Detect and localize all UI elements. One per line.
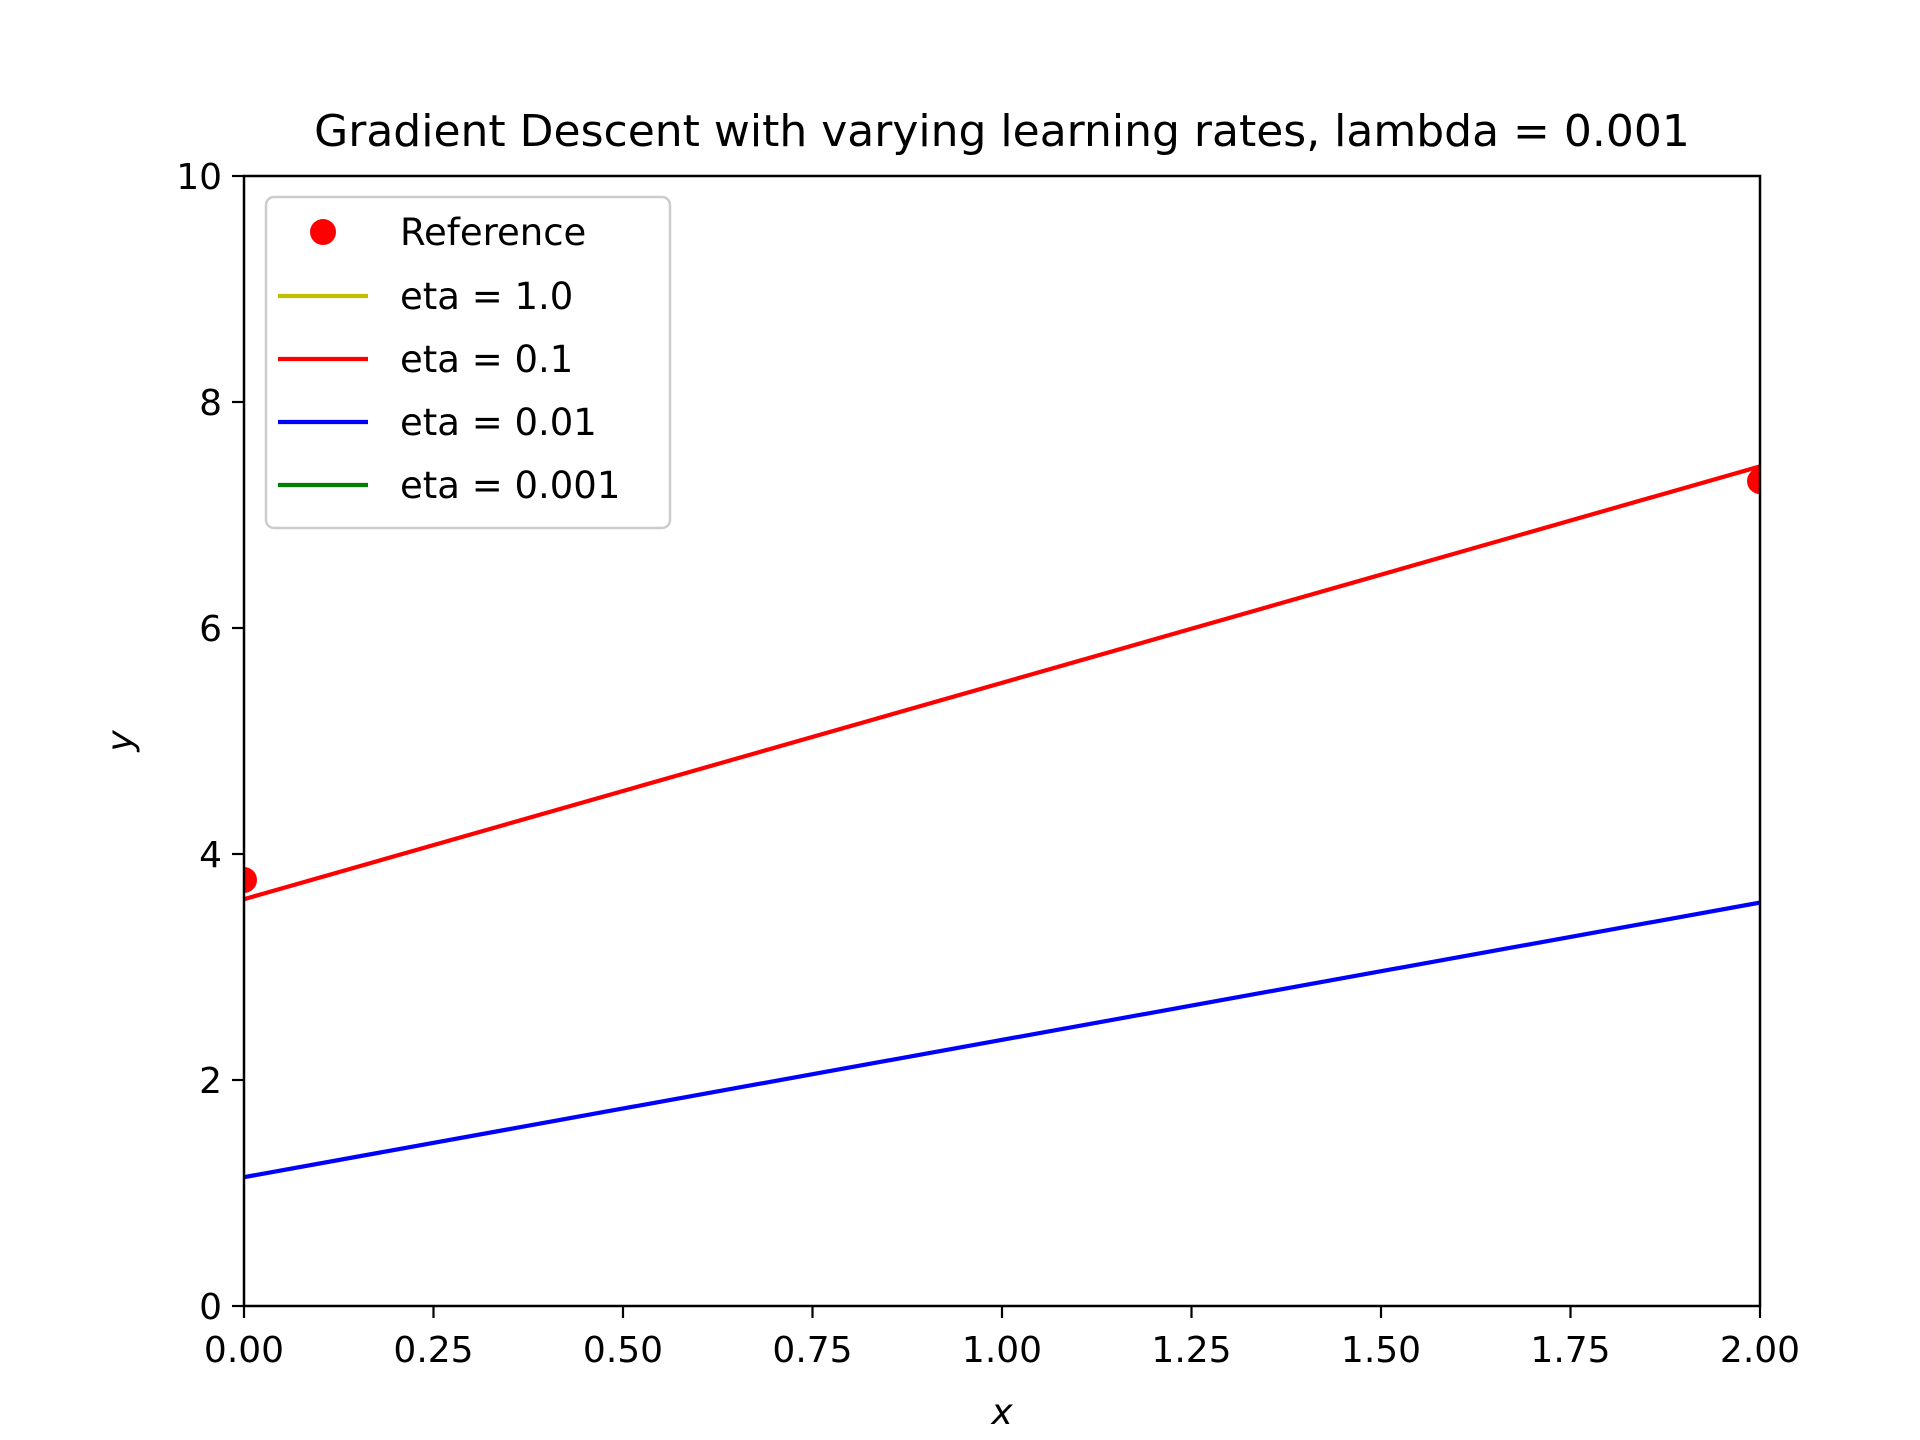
legend-box	[264, 195, 672, 530]
x-tick-label: 2.00	[1720, 1330, 1800, 1371]
x-tick-label: 0.00	[204, 1330, 284, 1371]
series-layer	[244, 464, 1760, 1180]
series-line-1	[244, 464, 1760, 902]
legend-label-reference: Reference	[400, 211, 586, 254]
legend-marker-reference	[310, 219, 336, 245]
marker-layer	[244, 468, 1760, 893]
chart-title: Gradient Descent with varying learning r…	[314, 106, 1690, 157]
y-axis-title: y	[100, 730, 141, 753]
x-tick-label: 0.50	[583, 1330, 663, 1371]
y-axis: 0 2 4 6 8 10	[176, 157, 244, 1328]
y-tick-label: 2	[199, 1061, 222, 1102]
y-tick-label: 6	[199, 609, 222, 650]
y-tick-label: 10	[176, 157, 222, 198]
reference-point	[1747, 468, 1760, 495]
x-tick-label: 1.25	[1151, 1330, 1231, 1371]
x-axis: 0.00 0.25 0.50 0.75 1.00 1.25 1.50 1.75 2.00	[204, 1306, 1800, 1371]
legend-label-3: eta = 0.001	[400, 464, 620, 507]
legend-label-2: eta = 0.01	[400, 401, 597, 444]
legend: Reference eta = 1.0 eta = 0.1 eta = 0.01 eta…	[264, 195, 672, 530]
reference-point	[244, 866, 257, 893]
y-tick-label: 4	[199, 835, 222, 876]
x-tick-label: 1.00	[962, 1330, 1042, 1371]
x-tick-label: 1.75	[1530, 1330, 1610, 1371]
series-line-2	[244, 900, 1760, 1180]
x-tick-label: 1.50	[1341, 1330, 1421, 1371]
x-axis-title: x	[990, 1392, 1013, 1433]
legend-label-0: eta = 1.0	[400, 275, 573, 318]
legend-entries: Reference eta = 1.0 eta = 0.1 eta = 0.01 eta…	[278, 211, 620, 507]
y-tick-label: 0	[199, 1287, 222, 1328]
plot-area	[242, 174, 1762, 1308]
y-tick-label: 8	[199, 383, 222, 424]
x-tick-label: 0.75	[772, 1330, 852, 1371]
legend-label-1: eta = 0.1	[400, 338, 573, 381]
x-tick-label: 0.25	[393, 1330, 473, 1371]
